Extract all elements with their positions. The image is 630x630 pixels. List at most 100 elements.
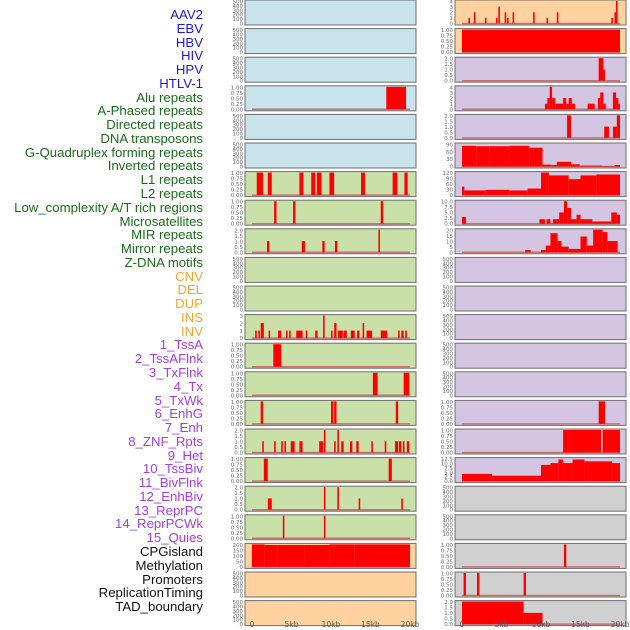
y-tick-label: 0.50 (441, 440, 454, 446)
y-tick-label: 100 (443, 275, 454, 281)
data-bar (523, 573, 526, 596)
data-bar (484, 17, 487, 24)
data-bar (372, 372, 378, 396)
y-tick-label: 200 (233, 13, 244, 19)
track-panel-left-16 (244, 457, 417, 484)
data-bar (485, 189, 510, 196)
y-tick-label: 100 (443, 389, 454, 395)
y-tick-label: 300 (233, 8, 244, 14)
data-bar (290, 441, 295, 453)
data-bar (568, 248, 581, 253)
y-tick-label: 90 (446, 177, 453, 183)
data-bar (274, 201, 277, 224)
data-bar (468, 17, 470, 24)
y-tick-label: 15 (446, 234, 453, 240)
track-label: MIR repeats (131, 227, 203, 243)
data-bar (358, 498, 361, 510)
y-tick-label: 500 (443, 343, 454, 349)
data-bar (319, 441, 324, 453)
track-panel-right-18 (454, 514, 627, 541)
y-tick-label: 2.0 (234, 486, 243, 492)
y-tick-label: 500 (443, 286, 454, 292)
data-bar (509, 190, 528, 196)
track-panel-right-17 (454, 485, 627, 512)
y-tick-label: 200 (233, 543, 244, 549)
y-tick-label: 50 (236, 559, 243, 565)
y-tick-label: 500 (233, 28, 244, 34)
y-tick-label: 150 (233, 548, 244, 554)
y-tick-label: 0 (240, 308, 244, 314)
y-tick-label: 0.25 (231, 102, 244, 108)
data-bar (495, 17, 498, 24)
y-tick-label: 0 (240, 279, 244, 285)
data-bar (329, 544, 355, 567)
y-tick-label: 0.75 (231, 177, 244, 183)
y-tick-label: 2.0 (444, 600, 453, 606)
track-label: 4_Tx (173, 378, 203, 394)
data-bar (612, 92, 617, 110)
data-bar (315, 330, 318, 339)
data-bar (507, 17, 509, 24)
y-tick-label: 0.75 (441, 548, 454, 554)
y-tick-label: 20 (446, 228, 453, 234)
y-tick-label: 0 (240, 79, 244, 85)
data-bar (547, 98, 550, 110)
y-tick-label: 3 (240, 314, 244, 320)
track-panel-right-0 (454, 0, 627, 26)
data-bar (366, 330, 373, 339)
y-tick-label: 0.25 (441, 45, 454, 51)
y-tick-label: 200 (233, 156, 244, 162)
data-bar (586, 245, 594, 253)
y-tick-label: 30 (446, 157, 453, 163)
y-tick-label: 500 (233, 143, 244, 149)
y-tick-label: 200 (443, 499, 454, 505)
track-label: Inverted repeats (107, 158, 203, 174)
data-bar (305, 330, 308, 339)
track-label: 8_ZNF_Rpts (128, 433, 203, 449)
track-label: 3_TxFlnk (148, 365, 203, 381)
y-tick-label: 0.00 (231, 365, 244, 371)
track-label: 6_EnhG (154, 406, 203, 422)
y-tick-label: 0.50 (231, 182, 244, 188)
y-tick-label: 300 (233, 609, 244, 615)
y-tick-label: 300 (443, 266, 454, 272)
y-tick-label: 0.50 (231, 468, 244, 474)
data-bar (603, 103, 606, 110)
data-bar (568, 98, 572, 110)
y-tick-label: 1.5 (444, 606, 453, 612)
data-bar (462, 29, 620, 53)
y-tick-label: 100 (233, 303, 244, 309)
y-tick-label: 2.0 (234, 429, 243, 435)
track-panel-right-19 (454, 542, 627, 569)
data-bar (343, 330, 347, 339)
track-label: DEL (177, 282, 203, 298)
y-tick-label: 400 (233, 4, 244, 10)
y-tick-label: 300 (443, 523, 454, 529)
data-bar (304, 544, 330, 567)
data-bar (380, 330, 388, 339)
y-tick-label: 0 (240, 136, 244, 142)
data-bar (334, 401, 337, 424)
data-bar (341, 441, 344, 453)
data-bar (612, 463, 620, 482)
y-tick-label: 400 (233, 147, 244, 153)
y-tick-label: 200 (443, 385, 454, 391)
data-bar (571, 219, 577, 224)
y-tick-label: 100 (233, 554, 244, 560)
y-tick-label: 300 (233, 37, 244, 43)
y-tick-label: 10 (446, 239, 453, 245)
y-tick-label: 500 (233, 286, 244, 292)
data-bar (579, 165, 602, 167)
data-bar (580, 219, 593, 224)
track-label: ReplicationTiming (98, 585, 203, 601)
y-tick-label: 0.50 (441, 554, 454, 560)
data-bar (592, 221, 612, 224)
track-label: INS (181, 309, 203, 325)
y-tick-label: 90 (446, 143, 453, 149)
y-tick-label: 400 (233, 576, 244, 582)
track-panel-right-4 (454, 113, 627, 140)
data-bar (277, 544, 292, 567)
y-tick-label: 0.5 (234, 245, 243, 251)
track-label: 9_Het (167, 447, 203, 463)
track-label: G-Quadruplex forming repeats (24, 144, 203, 160)
